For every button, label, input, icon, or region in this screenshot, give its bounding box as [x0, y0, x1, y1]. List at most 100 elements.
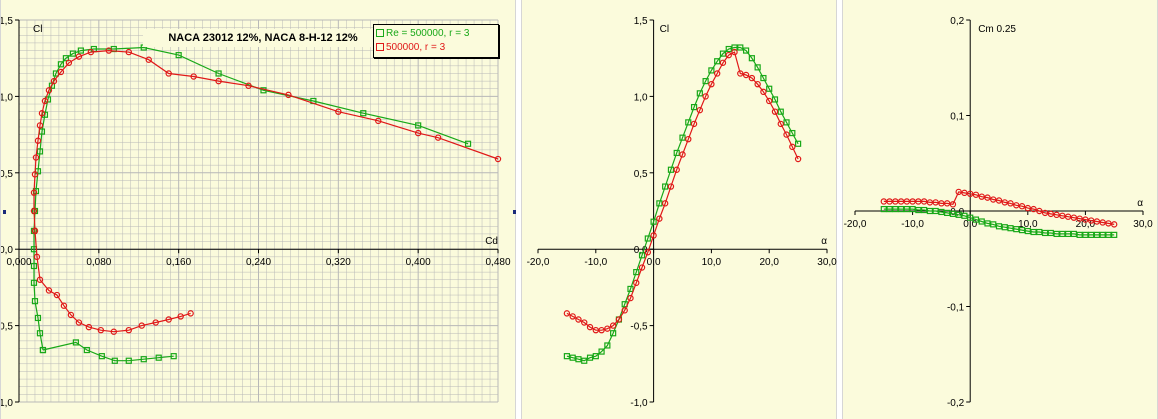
moment-curve-panel: -20,0 -10,0 0,0 10,0 20,0 30,0 -0,2 -0,1 0,0 0,1 0…	[842, 0, 1158, 419]
data-point	[777, 120, 784, 128]
data-point	[170, 353, 177, 360]
data-point	[661, 200, 669, 207]
data-point	[1024, 204, 1031, 212]
data-point	[175, 52, 182, 59]
data-point	[31, 171, 39, 178]
data-point	[187, 310, 194, 317]
data-point	[984, 220, 991, 227]
data-point	[886, 205, 893, 213]
data-point	[926, 207, 933, 215]
data-point	[1036, 207, 1043, 215]
data-point	[30, 207, 38, 215]
y-tick-label: 1,0	[1, 92, 13, 103]
data-point	[760, 74, 767, 82]
data-point	[563, 353, 571, 360]
data-point	[789, 143, 796, 151]
data-point	[598, 326, 605, 334]
data-point	[754, 80, 761, 88]
series-line	[42, 341, 174, 362]
data-point	[903, 205, 910, 213]
data-point	[30, 262, 38, 270]
data-point	[1001, 199, 1008, 206]
data-point	[39, 346, 47, 354]
x-tick-label: 0,240	[246, 257, 271, 268]
data-point	[1041, 229, 1049, 237]
x-tick-label: 30,0	[1133, 219, 1153, 230]
data-point	[1105, 220, 1112, 227]
data-point	[638, 252, 646, 259]
data-point	[766, 85, 773, 92]
y-tick-label: 0,1	[950, 112, 964, 123]
data-point	[719, 50, 727, 57]
data-point	[575, 356, 582, 363]
data-point	[97, 326, 105, 334]
data-point	[1088, 231, 1095, 238]
data-point	[569, 354, 576, 361]
data-point	[335, 108, 342, 115]
x-tick-label: 10,0	[1018, 219, 1038, 230]
data-point	[36, 330, 44, 337]
data-point	[77, 47, 84, 54]
data-point	[45, 287, 53, 294]
data-point	[75, 319, 83, 326]
legend-item-green: Re = 500000, r = 3	[376, 28, 469, 40]
data-point	[1076, 231, 1083, 238]
legend-item-red: 500000, r = 3	[376, 42, 445, 54]
data-point	[1099, 231, 1106, 238]
data-point	[85, 323, 93, 331]
data-point	[1053, 211, 1060, 219]
data-point	[932, 199, 939, 206]
y-tick-label: -1,0	[630, 398, 648, 409]
data-point	[995, 197, 1003, 204]
data-point	[609, 322, 617, 329]
data-point	[30, 279, 38, 286]
data-point	[662, 183, 669, 190]
x-tick-label: 20,0	[1076, 219, 1096, 230]
data-point	[621, 307, 628, 314]
data-point	[434, 134, 442, 141]
data-point	[375, 117, 382, 125]
data-point	[638, 264, 646, 271]
data-point	[679, 134, 686, 141]
data-point	[41, 97, 49, 105]
data-point	[708, 67, 715, 74]
data-point	[155, 354, 162, 361]
x-axis-label: α	[821, 236, 827, 247]
resize-handle[interactable]	[513, 210, 516, 214]
data-point	[586, 354, 594, 361]
data-point	[673, 149, 680, 157]
resize-handle[interactable]	[3, 210, 6, 214]
data-point	[604, 325, 611, 332]
data-point	[972, 216, 980, 223]
data-point	[1070, 230, 1077, 238]
data-point	[984, 194, 991, 201]
y-tick-label: 1,5	[1, 16, 13, 27]
data-point	[708, 80, 715, 88]
data-point	[892, 205, 899, 213]
data-point	[75, 53, 83, 60]
data-point	[1087, 217, 1095, 224]
data-point	[32, 154, 40, 161]
data-point	[702, 93, 709, 100]
data-point	[494, 155, 502, 163]
data-point	[955, 211, 962, 218]
legend: Re = 500000, r = 3 500000, r = 3	[373, 24, 499, 58]
data-point	[38, 110, 46, 117]
data-point	[783, 131, 790, 138]
data-point	[1093, 231, 1101, 238]
data-point	[592, 353, 599, 360]
data-point	[949, 210, 957, 217]
data-point	[656, 200, 663, 207]
data-point	[742, 47, 750, 54]
data-point	[36, 122, 44, 129]
data-point	[1093, 218, 1101, 225]
data-point	[783, 119, 790, 126]
series-line	[566, 51, 799, 331]
data-point	[1001, 224, 1008, 231]
data-point	[731, 48, 738, 56]
data-point	[414, 129, 422, 137]
data-point	[1076, 215, 1083, 222]
data-point	[1064, 213, 1072, 220]
data-point	[737, 44, 744, 51]
x-tick-label: 10,0	[702, 257, 722, 268]
